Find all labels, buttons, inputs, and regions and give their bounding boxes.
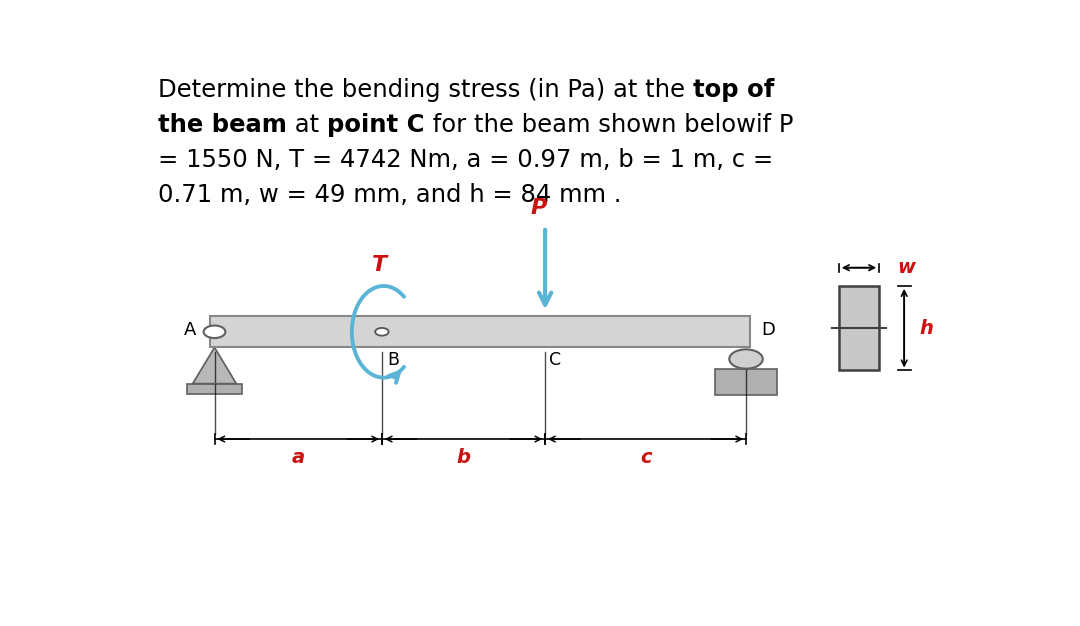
- Text: T: T: [372, 255, 387, 275]
- Text: A: A: [184, 321, 197, 339]
- Bar: [187, 384, 242, 394]
- Bar: [715, 369, 778, 395]
- Circle shape: [204, 326, 226, 338]
- Text: a: a: [292, 448, 305, 467]
- Text: Determine the bending stress (in Pa) at the: Determine the bending stress (in Pa) at …: [159, 78, 693, 101]
- Text: h: h: [919, 319, 933, 337]
- Circle shape: [729, 349, 762, 369]
- Text: top of: top of: [693, 78, 774, 101]
- Text: at: at: [287, 113, 327, 136]
- Text: w: w: [897, 258, 916, 277]
- Bar: [839, 286, 879, 371]
- Text: D: D: [761, 321, 775, 339]
- Text: C: C: [550, 351, 562, 369]
- Polygon shape: [192, 347, 237, 384]
- Text: = 1550 N, T = 4742 Nm, a = 0.97 m, b = 1 m, c =: = 1550 N, T = 4742 Nm, a = 0.97 m, b = 1…: [159, 148, 773, 172]
- Text: the beam: the beam: [159, 113, 287, 136]
- Text: b: b: [457, 448, 471, 467]
- Text: P: P: [530, 198, 546, 218]
- Text: B: B: [387, 351, 399, 369]
- Bar: [211, 316, 751, 347]
- Text: for the beam shown belowif P: for the beam shown belowif P: [424, 113, 793, 136]
- Text: c: c: [639, 448, 651, 467]
- Text: 0.71 m, w = 49 mm, and h = 84 mm .: 0.71 m, w = 49 mm, and h = 84 mm .: [159, 183, 622, 207]
- Circle shape: [375, 328, 389, 336]
- Text: point C: point C: [327, 113, 424, 136]
